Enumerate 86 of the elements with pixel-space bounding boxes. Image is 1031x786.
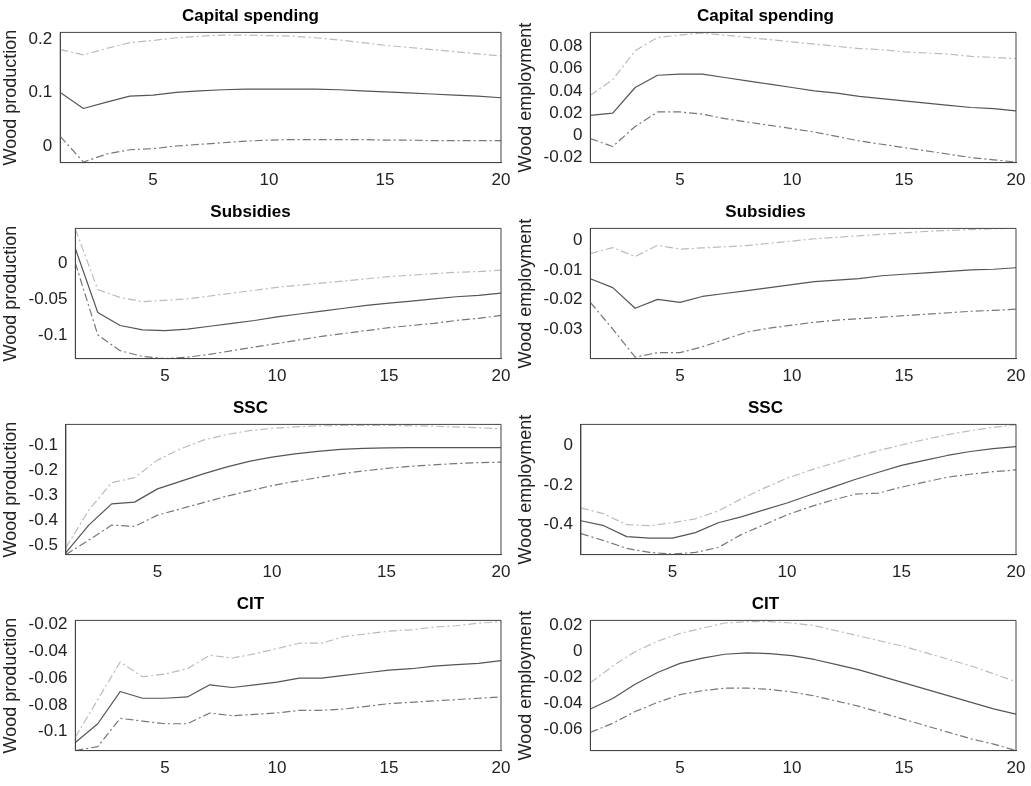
y-tick-label: 0.02	[549, 615, 583, 635]
line-series	[580, 424, 1016, 527]
x-tick-label: 5	[148, 170, 158, 190]
y-tick-label: 0.06	[549, 58, 583, 78]
y-axis-title: Wood employment	[514, 414, 535, 565]
chart-title: Subsidies	[210, 201, 291, 221]
y-axis-title: Wood production	[0, 29, 20, 166]
x-tick-label: 20	[1006, 562, 1026, 582]
y-tick-label: -0.02	[543, 147, 583, 167]
y-tick-label: -0.1	[28, 434, 58, 454]
x-tick-label: 5	[152, 562, 163, 582]
x-tick-label: 10	[782, 758, 802, 778]
y-tick-label: -0.08	[28, 694, 68, 714]
x-tick-label: 10	[782, 170, 802, 190]
x-tick-label: 15	[894, 366, 914, 386]
y-tick-label: -0.1	[38, 721, 68, 741]
x-tick-label: 5	[675, 758, 685, 778]
x-tick-label: 10	[267, 758, 287, 778]
y-tick-label: -0.4	[28, 509, 58, 529]
x-tick-label: 5	[675, 170, 685, 190]
y-tick-label: -0.06	[28, 667, 68, 687]
y-tick-label: -0.3	[28, 484, 58, 504]
y-tick-label: 0.2	[28, 28, 53, 48]
x-tick-label: 5	[675, 366, 685, 386]
chart-title: Subsidies	[725, 201, 806, 221]
y-tick-label: -0.03	[543, 318, 583, 338]
y-tick-label: -0.02	[28, 614, 68, 634]
chart-title: CIT	[751, 593, 780, 613]
x-tick-label: 20	[491, 170, 511, 190]
x-tick-label: 5	[667, 562, 678, 582]
y-tick-label: 0.04	[549, 80, 583, 100]
x-tick-label: 10	[259, 170, 279, 190]
y-tick-label: -0.02	[543, 289, 583, 309]
chart-title: Capital spending	[697, 5, 834, 25]
x-tick-label: 20	[491, 366, 511, 386]
y-axis-title: Wood employment	[514, 610, 535, 761]
chart-title: CIT	[236, 593, 265, 613]
y-tick-label: -0.4	[543, 514, 573, 534]
x-tick-label: 15	[894, 170, 914, 190]
y-tick-label: 0	[572, 641, 583, 661]
y-tick-label: -0.04	[543, 693, 583, 713]
y-tick-label: -0.05	[28, 288, 68, 308]
x-tick-label: 5	[160, 758, 170, 778]
y-tick-label: 0	[57, 252, 68, 272]
y-axis-title: Wood production	[0, 421, 20, 558]
x-tick-label: 15	[892, 562, 911, 582]
x-tick-label: 20	[491, 758, 511, 778]
line-series	[75, 228, 501, 303]
y-tick-label: 0.02	[549, 102, 583, 122]
chart-title: Capital spending	[182, 5, 319, 25]
x-tick-label: 20	[491, 562, 511, 582]
x-tick-label: 5	[160, 366, 170, 386]
line-series	[590, 32, 1016, 96]
x-tick-label: 15	[375, 170, 395, 190]
y-tick-label: -0.02	[543, 667, 583, 687]
y-tick-label: 0.08	[549, 36, 583, 55]
chart-title: SSC	[233, 397, 268, 417]
y-axis-title: Wood employment	[514, 218, 535, 369]
x-tick-label: 15	[379, 366, 399, 386]
y-tick-label: -0.1	[38, 324, 68, 344]
y-tick-label: 0	[42, 135, 53, 155]
x-tick-label: 20	[1006, 366, 1026, 386]
x-tick-label: 10	[777, 562, 797, 582]
y-axis-title: Wood production	[0, 225, 20, 362]
y-tick-label: -0.5	[28, 534, 58, 554]
y-tick-label: -0.01	[543, 259, 583, 279]
x-tick-label: 10	[267, 366, 287, 386]
y-tick-label: 0.1	[28, 82, 53, 102]
y-tick-label: 0	[563, 435, 573, 455]
chart-title: SSC	[748, 397, 783, 417]
x-tick-label: 15	[894, 758, 914, 778]
x-tick-label: 15	[377, 562, 396, 582]
x-tick-label: 10	[782, 366, 802, 386]
y-axis-title: Wood employment	[514, 22, 535, 173]
y-tick-label: -0.06	[543, 719, 583, 739]
y-tick-label: -0.2	[543, 474, 573, 494]
x-tick-label: 15	[379, 758, 399, 778]
x-tick-label: 20	[1006, 758, 1026, 778]
y-tick-label: 0	[572, 125, 583, 145]
y-tick-label: -0.04	[28, 640, 68, 660]
y-tick-label: -0.2	[28, 459, 58, 479]
y-tick-label: 0	[572, 229, 583, 249]
x-tick-label: 10	[262, 562, 282, 582]
line-series	[590, 621, 1016, 684]
x-tick-label: 20	[1006, 170, 1026, 190]
y-axis-title: Wood production	[0, 617, 20, 754]
